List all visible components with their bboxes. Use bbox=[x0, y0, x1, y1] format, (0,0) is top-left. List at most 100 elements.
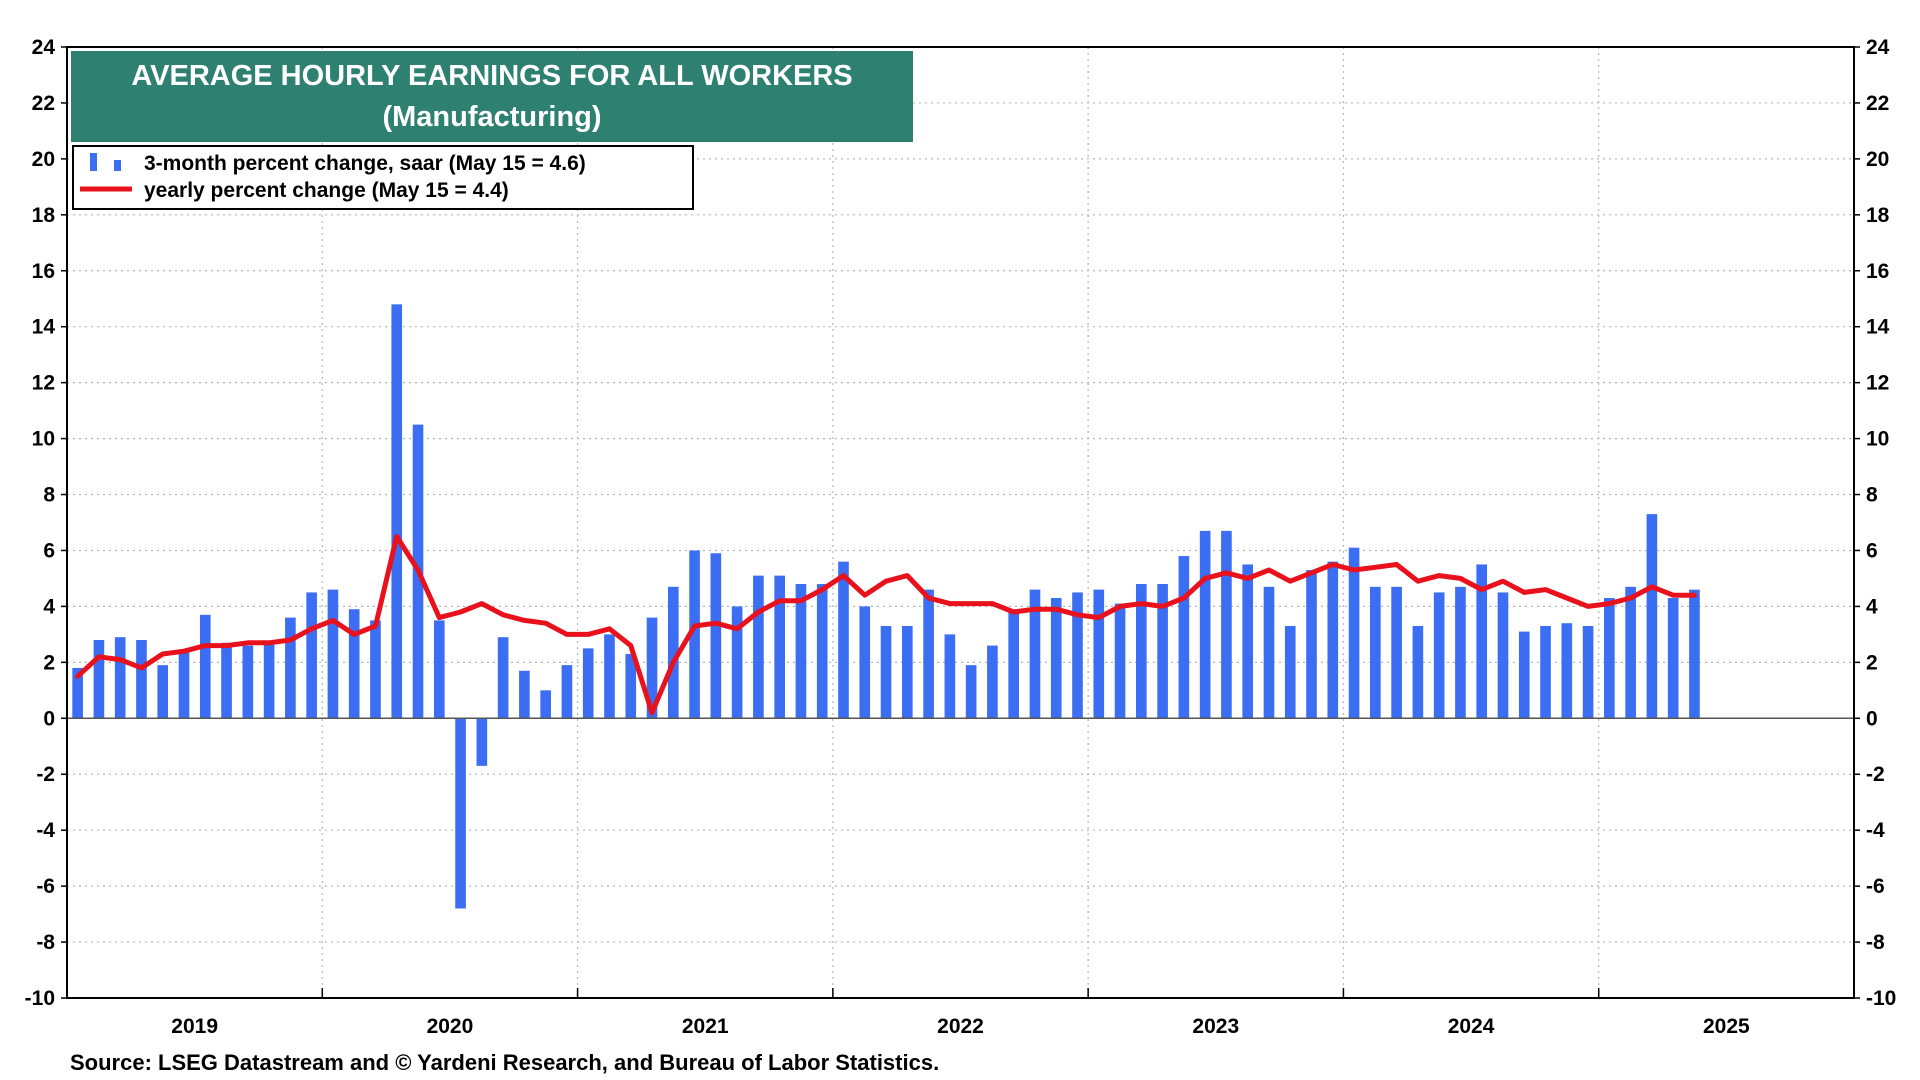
chart-subtitle: (Manufacturing) bbox=[382, 101, 601, 133]
bar bbox=[1114, 603, 1126, 719]
bar bbox=[1497, 592, 1509, 719]
bar bbox=[327, 589, 339, 719]
bar bbox=[944, 634, 956, 719]
right-tick-label: 24 bbox=[1866, 36, 1890, 59]
bar bbox=[1284, 625, 1296, 719]
bar bbox=[433, 620, 445, 719]
left-tick-label: 24 bbox=[32, 36, 56, 59]
bar bbox=[1263, 586, 1275, 719]
bar bbox=[1667, 598, 1679, 719]
left-tick-label: 0 bbox=[43, 707, 55, 730]
bar bbox=[348, 609, 360, 719]
bar bbox=[497, 637, 509, 719]
bar bbox=[178, 651, 190, 719]
bar bbox=[880, 625, 892, 719]
left-tick-label: 22 bbox=[32, 92, 55, 115]
bar bbox=[1136, 584, 1147, 719]
plot-frame bbox=[66, 46, 1855, 999]
bar bbox=[1157, 584, 1168, 719]
bar bbox=[157, 665, 169, 719]
legend-bar-swatch bbox=[90, 153, 97, 171]
legend: 3-month percent change, saar (May 15 = 4… bbox=[72, 145, 694, 210]
right-tick-label: 10 bbox=[1866, 428, 1889, 451]
bar bbox=[1625, 586, 1636, 719]
bar bbox=[306, 592, 317, 719]
left-tick-label: 2 bbox=[43, 651, 55, 674]
bar bbox=[370, 620, 381, 719]
bar bbox=[199, 614, 211, 719]
bar bbox=[1093, 589, 1105, 719]
bar bbox=[1391, 586, 1402, 719]
year-label: 2024 bbox=[1448, 1015, 1495, 1038]
right-tick-label: 0 bbox=[1866, 707, 1878, 730]
bar bbox=[114, 637, 126, 719]
left-tick-label: -10 bbox=[25, 987, 55, 1010]
bar bbox=[1008, 609, 1020, 719]
bar bbox=[1327, 561, 1339, 719]
right-tick-label: -4 bbox=[1866, 819, 1885, 842]
bar bbox=[1476, 564, 1488, 719]
bar bbox=[1306, 570, 1317, 719]
bar bbox=[1412, 625, 1424, 719]
bar bbox=[667, 586, 679, 719]
left-tick-label: -8 bbox=[36, 931, 55, 954]
bar bbox=[816, 584, 828, 719]
bar bbox=[987, 645, 998, 719]
bar bbox=[923, 589, 934, 719]
bar bbox=[93, 639, 105, 719]
bar bbox=[1561, 623, 1573, 719]
bar bbox=[731, 606, 743, 719]
right-tick-label: -10 bbox=[1866, 987, 1896, 1010]
bar bbox=[1348, 547, 1360, 719]
bar bbox=[646, 617, 658, 719]
left-tick-label: 8 bbox=[43, 484, 55, 507]
year-label: 2020 bbox=[427, 1015, 474, 1038]
right-tick-label: -6 bbox=[1866, 875, 1885, 898]
bar bbox=[1604, 598, 1615, 719]
bar bbox=[72, 667, 83, 719]
bar bbox=[1029, 589, 1041, 719]
bar bbox=[455, 718, 466, 909]
left-tick-label: 6 bbox=[43, 539, 55, 562]
year-label: 2023 bbox=[1192, 1015, 1239, 1038]
left-tick-label: -4 bbox=[36, 819, 55, 842]
bar bbox=[901, 625, 913, 719]
bar bbox=[242, 645, 254, 719]
left-tick-label: -2 bbox=[36, 763, 55, 786]
right-tick-label: 18 bbox=[1866, 204, 1890, 227]
legend-bar-swatch-small bbox=[114, 160, 121, 171]
right-tick-label: -2 bbox=[1866, 763, 1885, 786]
bar bbox=[1242, 564, 1254, 719]
bar bbox=[774, 575, 785, 719]
legend-line-label: yearly percent change (May 15 = 4.4) bbox=[144, 179, 509, 202]
right-tick-label: 2 bbox=[1866, 651, 1878, 674]
bar bbox=[838, 561, 849, 719]
left-tick-label: 4 bbox=[43, 595, 55, 618]
bar bbox=[263, 642, 275, 719]
bar bbox=[582, 648, 594, 719]
bar bbox=[604, 634, 615, 719]
left-tick-label: 18 bbox=[32, 204, 56, 227]
bar bbox=[1540, 625, 1551, 719]
bar bbox=[1689, 589, 1700, 719]
bar bbox=[1582, 625, 1594, 719]
bar bbox=[710, 553, 722, 719]
bar bbox=[221, 642, 232, 719]
right-tick-label: 22 bbox=[1866, 92, 1889, 115]
right-tick-label: 14 bbox=[1866, 316, 1890, 339]
bar bbox=[285, 617, 296, 719]
right-tick-label: 16 bbox=[1866, 260, 1889, 283]
left-tick-label: 12 bbox=[32, 372, 55, 395]
title-box: AVERAGE HOURLY EARNINGS FOR ALL WORKERS … bbox=[71, 51, 913, 142]
bar bbox=[1455, 586, 1466, 719]
right-tick-label: 6 bbox=[1866, 539, 1878, 562]
bar bbox=[1518, 631, 1530, 719]
bar bbox=[1433, 592, 1445, 719]
left-tick-label: 10 bbox=[32, 428, 55, 451]
bar bbox=[1050, 598, 1062, 719]
yearly-line-series bbox=[75, 534, 1697, 716]
bar-series bbox=[72, 304, 1700, 909]
legend-bar-label: 3-month percent change, saar (May 15 = 4… bbox=[144, 152, 586, 175]
